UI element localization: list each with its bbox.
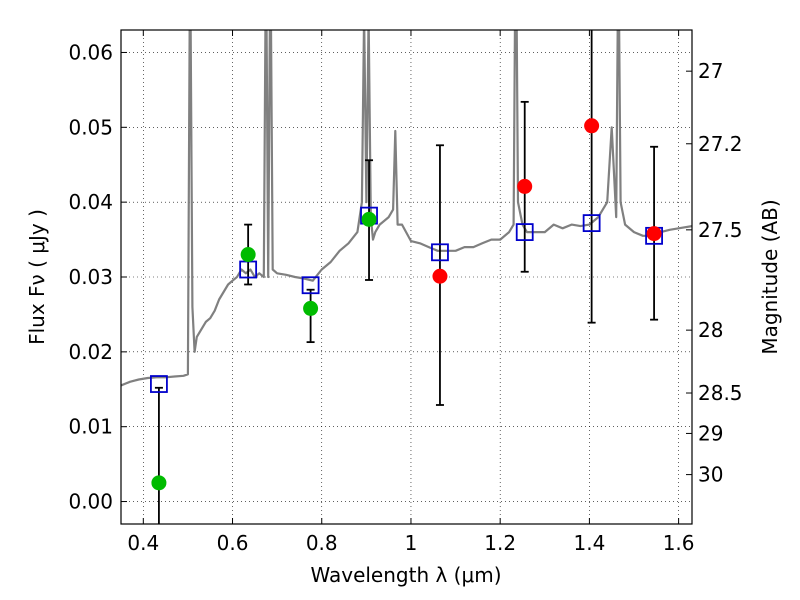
observed-point-detected bbox=[361, 211, 377, 227]
right-tick-label: 27.2 bbox=[698, 132, 743, 156]
x-tick-label: 1.4 bbox=[573, 531, 605, 555]
x-tick-label: 0.8 bbox=[306, 531, 338, 555]
observed-point-detected bbox=[151, 475, 167, 491]
right-tick-label: 27.5 bbox=[698, 218, 743, 242]
right-tick-label: 29 bbox=[698, 421, 723, 445]
observed-point-detected bbox=[240, 247, 256, 263]
x-tick-label: 0.6 bbox=[217, 531, 249, 555]
plot-area bbox=[121, 30, 692, 524]
x-tick-label: 1 bbox=[405, 531, 418, 555]
x-axis-title: Wavelength λ (μm) bbox=[310, 563, 501, 587]
observed-point-red bbox=[432, 268, 448, 284]
observed-point-red bbox=[517, 178, 533, 194]
model-photometry-square bbox=[150, 375, 168, 393]
right-tick-label: 28 bbox=[698, 318, 723, 342]
observed-point-detected bbox=[303, 300, 319, 316]
model-photometry-square bbox=[301, 276, 320, 295]
right-tick-label: 28.5 bbox=[698, 381, 743, 405]
y-tick-label: 0.06 bbox=[68, 40, 113, 64]
model-photometry-square bbox=[582, 214, 601, 233]
x-tick-label: 1.2 bbox=[484, 531, 516, 555]
x-tick-label: 0.4 bbox=[127, 531, 159, 555]
right-axis-title: Magnitude (AB) bbox=[758, 199, 782, 354]
y-tick-label: 0.04 bbox=[68, 190, 113, 214]
x-tick-label: 1.6 bbox=[663, 531, 695, 555]
model-photometry-square bbox=[515, 223, 534, 241]
y-axis-ticks: 0.00 0.01 0.02 0.03 0.04 0.05 0.06 bbox=[68, 40, 127, 514]
right-axis-ticks: 27 27.2 27.5 28 28.5 29 30 bbox=[686, 59, 743, 487]
observed-point-red bbox=[584, 118, 600, 134]
observed-point-red bbox=[646, 226, 662, 242]
points-layer bbox=[150, 118, 663, 491]
right-tick-label: 30 bbox=[698, 463, 723, 487]
y-tick-label: 0.05 bbox=[68, 115, 113, 139]
y-tick-label: 0.02 bbox=[68, 340, 113, 364]
x-axis-ticks: 0.4 0.6 0.8 1 1.2 1.4 1.6 bbox=[127, 30, 695, 555]
right-tick-label: 27 bbox=[698, 59, 723, 83]
y-tick-label: 0.03 bbox=[68, 265, 113, 289]
y-tick-label: 0.01 bbox=[68, 415, 113, 439]
y-tick-label: 0.00 bbox=[68, 490, 113, 514]
y-axis-title: Flux Fν ( μJy ) bbox=[25, 209, 49, 345]
model-photometry-square bbox=[431, 243, 449, 262]
